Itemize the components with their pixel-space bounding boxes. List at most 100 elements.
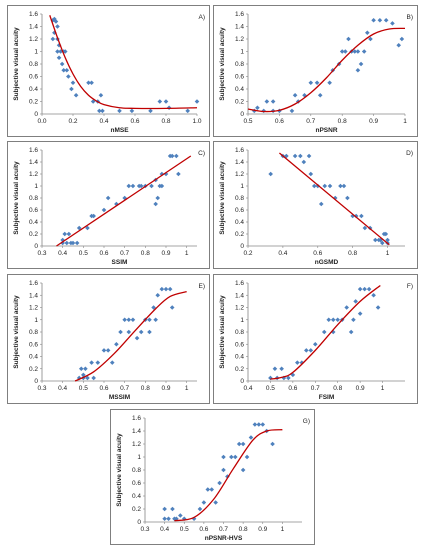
x-tick-label: 0.9 (161, 250, 170, 257)
y-tick-label: 0.8 (132, 467, 141, 474)
y-tick-label: 0.2 (29, 99, 38, 106)
data-point (166, 516, 171, 522)
x-axis-label: SSIM (112, 259, 128, 266)
chart-panel-b: 0 0.2 0.4 0.6 0.8 1 1.2 1.4 1.6 0.5 0.6 0.7 0.8 0.9 1 n… (213, 5, 418, 137)
y-tick-label: 1.4 (29, 292, 38, 299)
x-axis-label: nMSE (110, 127, 129, 134)
y-tick-label: 0.4 (29, 219, 38, 226)
data-point (155, 292, 161, 298)
y-tick-label: 0.8 (29, 329, 38, 336)
data-point (229, 454, 234, 460)
data-point (290, 372, 296, 378)
data-point (240, 467, 246, 473)
y-tick-label: 0 (240, 243, 244, 250)
data-point (91, 213, 96, 219)
y-tick-label: 0 (34, 111, 38, 118)
data-point (194, 99, 200, 104)
y-tick-label: 0.8 (235, 61, 244, 68)
y-tick-label: 1.2 (235, 36, 244, 43)
x-tick-label: 0.6 (99, 250, 108, 257)
panel-label: A) (199, 14, 206, 21)
x-tick-label: 0.6 (130, 118, 139, 125)
y-axis-label: Subjective visual acuity (13, 295, 20, 369)
data-point (260, 422, 266, 427)
data-point (322, 183, 328, 189)
data-point (66, 74, 71, 79)
data-point (197, 506, 203, 512)
x-tick-label: 0.7 (120, 385, 129, 392)
chart-svg-g: 0 0.2 0.4 0.6 0.8 1 1.2 1.4 1.6 0.3 0.4 0.5 0.6 0.7 0.… (116, 415, 310, 542)
x-tick-label: 1.0 (192, 118, 201, 125)
data-point (240, 441, 246, 447)
data-point (378, 237, 383, 243)
data-point (396, 42, 402, 48)
data-point (100, 108, 105, 114)
data-point (270, 99, 276, 104)
data-point (390, 21, 395, 26)
data-point (385, 237, 390, 243)
data-point (70, 80, 76, 86)
data-point (50, 36, 56, 42)
data-point (350, 213, 355, 219)
data-point (289, 108, 295, 114)
x-tick-label: 0.5 (180, 526, 189, 533)
data-point (159, 183, 165, 189)
data-point (244, 454, 250, 460)
y-tick-label: 0.6 (235, 74, 244, 81)
y-tick-label: 0.2 (235, 366, 244, 373)
data-point (343, 49, 348, 54)
y-tick-label: 1.2 (29, 171, 38, 178)
y-tick-label: 1.6 (235, 147, 244, 154)
chart-panel-a: 0 0.2 0.4 0.6 0.8 1 1.2 1.4 1.6 0.0 0.2 0.4 0.6 0.8 1.… (7, 5, 210, 137)
x-axis-label: nPSNR-HVS (205, 535, 243, 542)
x-tick-label: 0.6 (313, 250, 322, 257)
y-axis-label: Subjective visual acuity (13, 161, 20, 235)
data-point (248, 435, 254, 440)
data-point (149, 183, 154, 189)
data-point (353, 299, 358, 304)
y-axis-label: Subjective visual acuity (219, 161, 226, 235)
data-point (64, 240, 70, 246)
data-point (373, 237, 378, 243)
data-point (352, 49, 358, 54)
x-axis-label: nPSNR (315, 127, 337, 134)
data-point (232, 454, 238, 460)
data-point (163, 286, 169, 292)
data-point (122, 195, 127, 201)
data-point (362, 225, 368, 231)
data-point (76, 225, 82, 231)
x-tick-label: 0.7 (311, 385, 320, 392)
data-point (371, 17, 376, 23)
data-point (362, 286, 367, 292)
data-point (217, 480, 222, 486)
y-tick-label: 1.2 (29, 36, 38, 43)
data-point (221, 454, 226, 460)
x-tick-label: 0.8 (338, 118, 347, 125)
data-point (344, 305, 349, 310)
y-tick-label: 0.6 (235, 341, 244, 348)
y-tick-label: 0.8 (235, 329, 244, 336)
y-tick-label: 0 (137, 519, 141, 526)
y-tick-label: 1.4 (29, 24, 38, 31)
panel-label: F) (407, 283, 413, 290)
y-tick-label: 0.8 (235, 195, 244, 202)
fit-line (247, 27, 406, 113)
data-point (59, 61, 65, 67)
x-tick-label: 0.4 (160, 526, 169, 533)
x-tick-label: 0.8 (348, 250, 357, 257)
chart-svg-a: 0 0.2 0.4 0.6 0.8 1 1.2 1.4 1.6 0.0 0.2 0.4 0.6 0.8 1.… (13, 11, 206, 134)
data-point (163, 99, 169, 104)
fit-line (270, 284, 381, 380)
data-point (315, 183, 321, 189)
data-point (69, 86, 74, 92)
data-point (62, 231, 68, 237)
y-tick-label: 1.2 (29, 305, 38, 312)
data-point (105, 348, 111, 353)
data-point (339, 49, 345, 54)
x-tick-label: 0.6 (288, 385, 297, 392)
y-tick-label: 1.4 (235, 24, 244, 31)
data-point (162, 516, 167, 522)
data-point (147, 329, 152, 335)
y-tick-label: 0 (34, 243, 38, 250)
data-point (185, 108, 190, 114)
